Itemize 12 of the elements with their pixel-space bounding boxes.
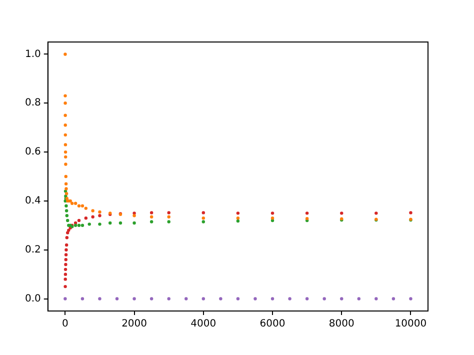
x-tick-label: 6000: [260, 318, 286, 330]
y-tick-label: 1.0: [24, 48, 41, 60]
y-tick-label: 0.0: [24, 293, 41, 304]
y-tick-label: 0.6: [24, 146, 41, 158]
y-tick-label: 0.2: [24, 244, 41, 256]
x-tick-label: 2000: [122, 318, 148, 330]
x-tick-label: 10000: [394, 318, 427, 330]
x-tick-label: 4000: [190, 318, 216, 330]
x-tick-label: 0: [62, 318, 68, 330]
x-tick-label: 8000: [328, 318, 354, 330]
y-tick-label: 0.4: [24, 196, 41, 207]
y-tick-label: 0.8: [24, 98, 41, 109]
